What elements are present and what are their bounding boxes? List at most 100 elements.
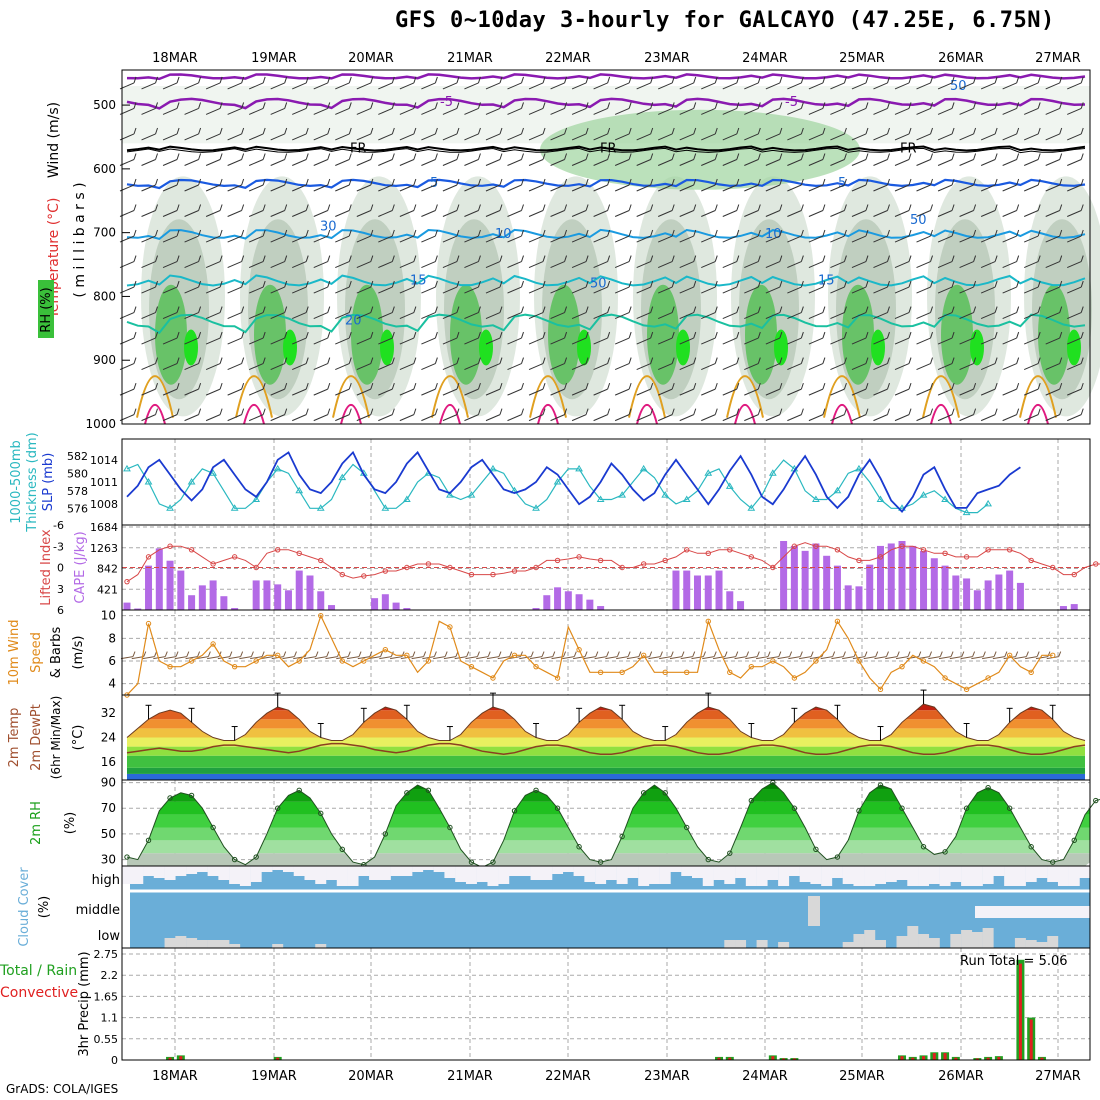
cape-bar	[855, 586, 863, 610]
wind-barb	[744, 261, 759, 269]
wind-barb	[874, 656, 887, 660]
wind-barb-feather	[1080, 331, 1084, 339]
wind-barb-feather	[585, 127, 589, 135]
cape-bar	[295, 570, 303, 610]
wind-barb	[658, 107, 673, 115]
contour-label: FR	[600, 141, 617, 156]
wind-barb-feather	[499, 153, 503, 160]
wind-barb-feather	[564, 76, 568, 84]
wind-barb-feather	[391, 331, 395, 339]
wind-barb-feather	[649, 651, 653, 657]
wind-barb-feather	[348, 280, 352, 288]
cape-tick: 1684	[90, 521, 118, 534]
wind-barb	[399, 337, 415, 345]
wind-barb-feather	[994, 102, 998, 109]
wind-barb	[593, 312, 608, 320]
wind-barb	[227, 159, 242, 166]
wind-barb-feather	[865, 306, 869, 313]
cloud-high-bar	[196, 866, 208, 872]
wind-barb	[248, 107, 264, 115]
wind-barb	[1035, 656, 1049, 660]
wind-barb-feather	[413, 280, 417, 288]
wind-barb-feather	[369, 651, 373, 657]
wind-barb	[701, 210, 716, 217]
wind-barb	[593, 82, 608, 90]
wind-barb-feather	[305, 408, 309, 415]
wind-barb-feather	[155, 178, 159, 186]
wind-barb-feather	[1080, 408, 1084, 415]
li-marker	[1093, 561, 1099, 567]
wind-speed-marker	[425, 658, 432, 664]
wind-barb	[949, 656, 962, 660]
wind-barb-feather	[391, 204, 395, 211]
wind-barb	[744, 363, 759, 371]
wind-barb-feather	[843, 204, 847, 211]
wind-barb-feather	[800, 153, 804, 160]
wind-barb-feather	[908, 153, 912, 160]
cloud-high-bar	[239, 866, 251, 886]
wind-barb	[777, 656, 790, 660]
wind-barb-feather	[757, 357, 761, 364]
rh-marker	[1028, 844, 1034, 850]
wind-barb	[937, 133, 953, 141]
wind-barb-feather	[982, 651, 986, 657]
rh-marker	[748, 797, 755, 804]
cape-bar	[973, 590, 981, 610]
thickness-marker	[639, 464, 648, 472]
wind-barb-feather	[284, 229, 288, 237]
cape-bar	[134, 608, 142, 610]
wind-barb	[960, 656, 973, 660]
wind-barb-feather	[391, 408, 395, 415]
wind-barb	[593, 210, 608, 217]
wind-barb-feather	[456, 229, 460, 237]
wind-barb-feather	[241, 280, 245, 288]
wind-barb	[162, 363, 178, 371]
wind-barb-feather	[1036, 651, 1040, 657]
rh-marker	[856, 808, 862, 814]
cloud-low-bar	[724, 940, 736, 948]
wind-barb	[808, 286, 824, 294]
wind-barb	[787, 159, 802, 166]
cloud-high-bar	[681, 866, 693, 876]
wind-barb-feather	[456, 102, 460, 109]
cloud-high-bar	[541, 866, 553, 880]
wind-barb-feather	[262, 229, 266, 237]
wind-barb-feather	[628, 153, 632, 160]
wind-barb-feather	[521, 76, 524, 84]
rh-band-bright	[774, 329, 788, 366]
wind-barb	[679, 107, 694, 115]
wind-barb-feather	[413, 102, 417, 109]
wind-barb-feather	[133, 382, 137, 390]
wind-barb-feather	[929, 651, 933, 657]
wind-barb-feather	[326, 651, 330, 657]
li-marker	[1006, 547, 1013, 553]
cloud-low-bar	[1014, 938, 1026, 948]
wind-barb	[270, 107, 285, 115]
upper-label-mb: ( m i l l i b a r s )	[72, 182, 88, 297]
wind-barb	[162, 286, 178, 294]
wind-barb-feather	[348, 255, 352, 262]
wind-barb-feather	[348, 204, 352, 211]
wind-barbs	[119, 76, 1084, 422]
wind-barb-feather	[714, 255, 718, 262]
wind-barb	[184, 261, 199, 269]
wind-barb	[205, 82, 221, 90]
li-tick: 3	[57, 583, 64, 596]
wind-barb-feather	[348, 127, 352, 135]
cloud-low-bar	[229, 944, 241, 948]
wind-barb	[227, 286, 242, 294]
wind-barb-feather	[198, 153, 202, 160]
wind-barb-feather	[714, 178, 718, 186]
wind-barb-feather	[284, 255, 288, 262]
chart-title: GFS 0~10day 3-hourly for GALCAYO (47.25E…	[395, 8, 1055, 33]
wind-barb-feather	[521, 102, 524, 109]
wind-barb	[507, 210, 522, 217]
cloud-high-bar	[552, 866, 564, 874]
wind-barb-feather	[521, 255, 524, 262]
wind-barb	[916, 82, 931, 90]
wind-barb-feather	[951, 255, 955, 262]
wind-barb-feather	[444, 651, 448, 657]
wind-barb	[248, 414, 264, 422]
wind-barb	[422, 656, 435, 660]
